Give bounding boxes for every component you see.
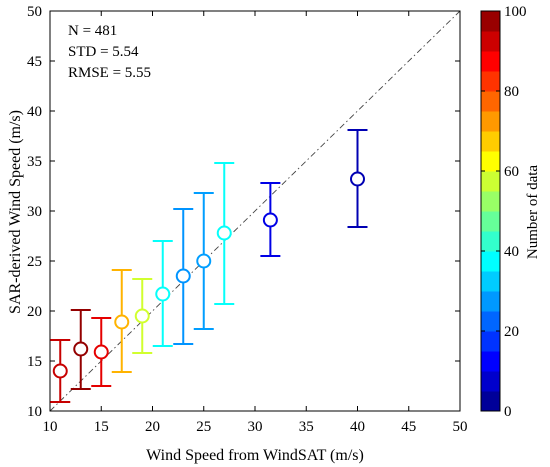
colorbar-tick-label: 40 xyxy=(504,244,519,260)
colorbar-segment xyxy=(481,311,500,332)
colorbar-frame xyxy=(480,10,501,412)
colorbar-segment xyxy=(481,371,500,392)
colorbar-segment xyxy=(481,151,500,172)
colorbar: 0 20 40 60 80 100 xyxy=(480,4,527,420)
colorbar-segment xyxy=(481,51,500,72)
annotation-std: STD = 5.54 xyxy=(68,44,139,60)
y-tick-label: 10 xyxy=(27,404,42,420)
colorbar-segment xyxy=(481,171,500,192)
x-tick-label: 30 xyxy=(248,419,263,435)
annotation-rmse: RMSE = 5.55 xyxy=(68,65,151,81)
colorbar-segment xyxy=(481,191,500,212)
colorbar-segment xyxy=(481,71,500,92)
y-tick-label: 20 xyxy=(27,304,42,320)
y-tick-label: 40 xyxy=(27,104,42,120)
y-tick-label: 45 xyxy=(27,54,42,70)
x-axis-label: Wind Speed from WindSAT (m/s) xyxy=(146,447,364,464)
colorbar-segment xyxy=(481,131,500,152)
data-point-marker xyxy=(114,314,130,330)
colorbar-segment xyxy=(481,391,500,412)
colorbar-segment xyxy=(481,231,500,252)
annotation-n: N = 481 xyxy=(68,23,117,39)
x-tick-label: 50 xyxy=(453,419,468,435)
colorbar-tick-label: 0 xyxy=(504,404,512,420)
colorbar-segment xyxy=(481,331,500,352)
data-point-marker xyxy=(216,225,232,241)
y-tick-label: 15 xyxy=(27,354,42,370)
colorbar-segment xyxy=(481,211,500,232)
colorbar-segment xyxy=(481,111,500,132)
x-tick-label: 15 xyxy=(94,419,109,435)
x-tick-label: 25 xyxy=(196,419,211,435)
colorbar-segment xyxy=(481,91,500,112)
x-tick-label: 20 xyxy=(145,419,160,435)
colorbar-segment xyxy=(481,31,500,52)
plot-area: 10 15 20 25 30 35 40 45 50 10 15 20 25 30 35 40 45 50 xyxy=(27,4,468,435)
colorbar-tick-label: 60 xyxy=(504,164,519,180)
y-tick-label: 25 xyxy=(27,254,42,270)
colorbar-tick-label: 20 xyxy=(504,324,519,340)
data-point-marker xyxy=(155,286,171,302)
data-point-marker xyxy=(350,171,365,187)
data-point-marker xyxy=(134,308,150,324)
data-point-marker xyxy=(262,212,278,228)
y-tick-label: 30 xyxy=(27,204,42,220)
colorbar-tick-label: 80 xyxy=(504,84,519,100)
y-axis-label: SAR-derived Wind Speed (m/s) xyxy=(7,110,24,314)
colorbar-segment xyxy=(481,271,500,292)
colorbar-segment xyxy=(481,11,500,32)
x-tick-label: 10 xyxy=(43,419,58,435)
colorbar-segment xyxy=(481,351,500,372)
one-to-one-line xyxy=(49,10,461,412)
colorbar-segment xyxy=(481,251,500,272)
y-tick-label: 35 xyxy=(27,154,42,170)
colorbar-label: Number of data xyxy=(525,165,541,259)
colorbar-segment xyxy=(481,291,500,312)
data-point-marker xyxy=(196,253,212,269)
y-tick-label: 50 xyxy=(27,4,42,20)
data-point-marker xyxy=(175,268,191,284)
data-point-marker xyxy=(93,344,109,360)
x-tick-label: 45 xyxy=(401,419,416,435)
data-point-marker xyxy=(73,341,89,357)
data-point-marker xyxy=(52,363,68,379)
colorbar-tick-label: 100 xyxy=(504,4,527,20)
x-tick-label: 35 xyxy=(299,419,314,435)
x-tick-label: 40 xyxy=(350,419,365,435)
